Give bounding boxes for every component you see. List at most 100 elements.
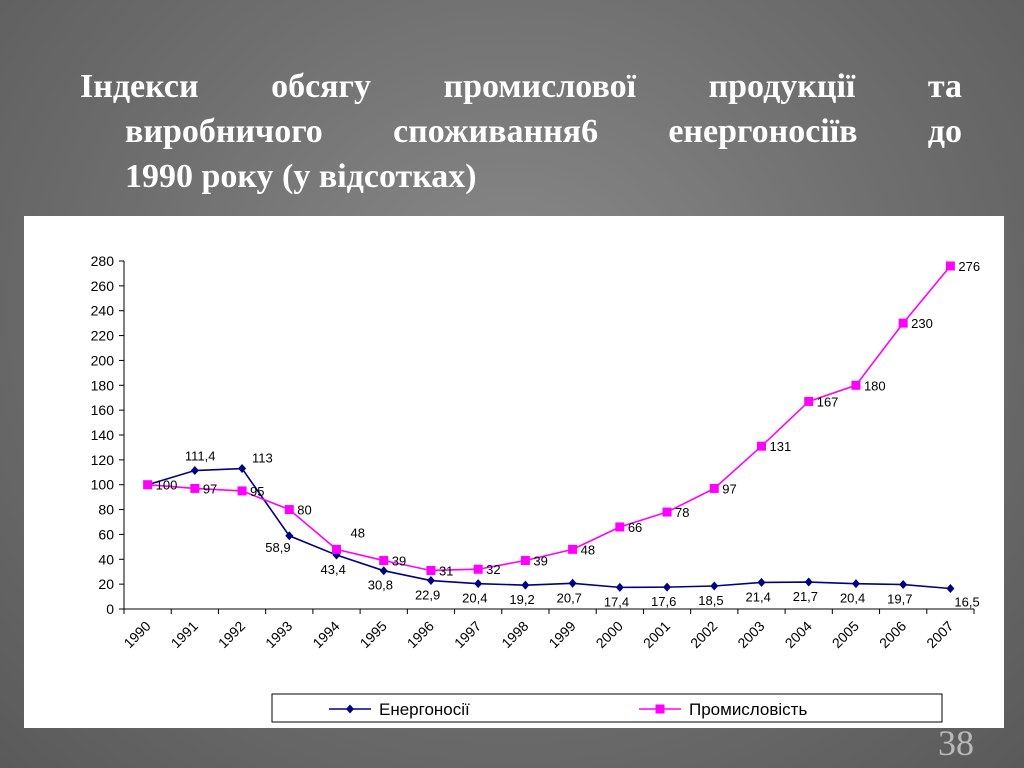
data-point <box>143 480 153 490</box>
data-label: 20,4 <box>462 591 487 606</box>
data-point <box>662 507 672 517</box>
data-label: 95 <box>250 484 264 499</box>
data-label: 20,4 <box>840 591 865 606</box>
data-label: 17,6 <box>651 594 676 609</box>
y-tick-label: 280 <box>91 253 115 269</box>
data-point <box>568 578 577 588</box>
x-axis: 1990 1991 1992 1993 1994 1995 1996 1997 1998 1999… <box>120 608 975 651</box>
y-tick-label: 200 <box>91 352 115 368</box>
title-line-2: виробничого споживання6 енергоносіїв до <box>125 113 962 150</box>
y-tick-label: 100 <box>91 477 115 493</box>
data-point <box>332 544 341 554</box>
data-point <box>663 582 672 592</box>
data-point <box>284 505 294 515</box>
data-point <box>238 464 247 474</box>
data-point <box>804 577 813 587</box>
data-point <box>851 380 861 390</box>
x-tick-label: 1994 <box>309 618 342 651</box>
series-line <box>147 265 952 572</box>
y-tick-label: 140 <box>91 427 115 443</box>
data-label: 48 <box>351 525 365 540</box>
data-label: 20,7 <box>557 590 582 605</box>
data-point <box>709 483 719 493</box>
data-label: 19,7 <box>887 592 912 607</box>
data-label: 30,8 <box>368 578 393 593</box>
data-label: 58,9 <box>265 540 290 555</box>
y-tick-label: 220 <box>91 328 115 344</box>
data-label: 113 <box>252 451 273 466</box>
data-point <box>615 582 624 592</box>
data-point <box>379 556 389 566</box>
data-point <box>615 522 625 532</box>
data-label: 78 <box>675 505 689 520</box>
data-point <box>473 564 483 574</box>
data-label: 21,7 <box>793 589 818 604</box>
data-point <box>379 566 388 576</box>
data-label: 21,4 <box>746 589 771 604</box>
data-label: 167 <box>817 394 839 409</box>
legend: Енергоносії Промисловість <box>271 693 943 723</box>
x-tick-label: 1998 <box>498 618 531 651</box>
data-label: 97 <box>722 481 736 496</box>
y-tick-label: 160 <box>91 402 115 418</box>
y-tick-label: 0 <box>106 601 114 617</box>
x-tick-label: 2006 <box>876 618 909 651</box>
y-tick-label: 40 <box>98 551 114 567</box>
data-point <box>520 556 530 566</box>
chart-panel: 0 20 40 60 80 100 120 140 160 180 200 220 240 260 280 … <box>24 216 1004 728</box>
slide-title: Індекси обсягу промислової продукції та … <box>80 64 962 199</box>
x-tick-label: 1997 <box>451 618 484 651</box>
data-label: 97 <box>203 481 217 496</box>
x-tick-label: 1996 <box>404 618 437 651</box>
data-point <box>945 261 955 271</box>
y-axis: 0 20 40 60 80 100 120 140 160 180 200 220 240 260 280 <box>91 253 125 617</box>
data-point <box>426 576 435 586</box>
y-tick-label: 240 <box>91 303 115 319</box>
data-label: 100 <box>156 478 178 493</box>
line-chart: 020406080100120140160180200220240260280 … <box>91 253 980 723</box>
legend-label: Промисловість <box>689 700 807 719</box>
legend-label: Енергоносії <box>379 700 470 719</box>
data-point <box>237 486 247 496</box>
data-labels: 111,4 113 58,9 43,4 30,8 22,9 20,4 19,2 20,7 17,4… <box>156 259 980 610</box>
legend-marker <box>655 704 665 714</box>
y-tick-label: 260 <box>91 278 115 294</box>
y-tick-label: 60 <box>98 526 114 542</box>
data-label: 276 <box>958 259 980 274</box>
x-tick-label: 1992 <box>215 618 248 651</box>
y-tick-label: 180 <box>91 377 115 393</box>
data-label: 111,4 <box>185 449 216 464</box>
x-tick-label: 2005 <box>829 618 862 651</box>
legend-box <box>271 693 943 723</box>
title-line-3: 1990 року (у відсотках) <box>125 158 477 195</box>
series-line <box>147 467 951 590</box>
x-tick-label: 2003 <box>734 618 767 651</box>
x-tick-label: 1995 <box>356 618 389 651</box>
x-tick-label: 1999 <box>545 618 578 651</box>
x-tick-label: 2001 <box>640 618 673 651</box>
data-point <box>946 583 955 593</box>
data-label: 39 <box>533 554 547 569</box>
x-tick-label: 1991 <box>168 618 201 651</box>
x-tick-label: 2000 <box>593 618 626 651</box>
x-tick-label: 1990 <box>120 618 153 651</box>
data-point <box>804 396 814 406</box>
series-layer <box>143 261 955 593</box>
data-point <box>851 579 860 589</box>
slide-number: 38 <box>938 723 974 763</box>
x-tick-label: 2004 <box>781 618 814 651</box>
data-point <box>285 531 294 541</box>
x-tick-label: 2007 <box>923 618 956 651</box>
data-point <box>568 544 578 554</box>
data-point <box>899 580 908 590</box>
legend-marker <box>346 704 354 714</box>
data-point <box>898 318 908 328</box>
data-point <box>521 580 530 590</box>
data-label: 17,4 <box>604 594 629 609</box>
data-label: 131 <box>770 439 792 454</box>
data-label: 43,4 <box>321 562 346 577</box>
data-label: 80 <box>297 503 311 518</box>
data-label: 19,2 <box>509 592 534 607</box>
data-label: 180 <box>864 378 886 393</box>
data-label: 39 <box>392 554 406 569</box>
